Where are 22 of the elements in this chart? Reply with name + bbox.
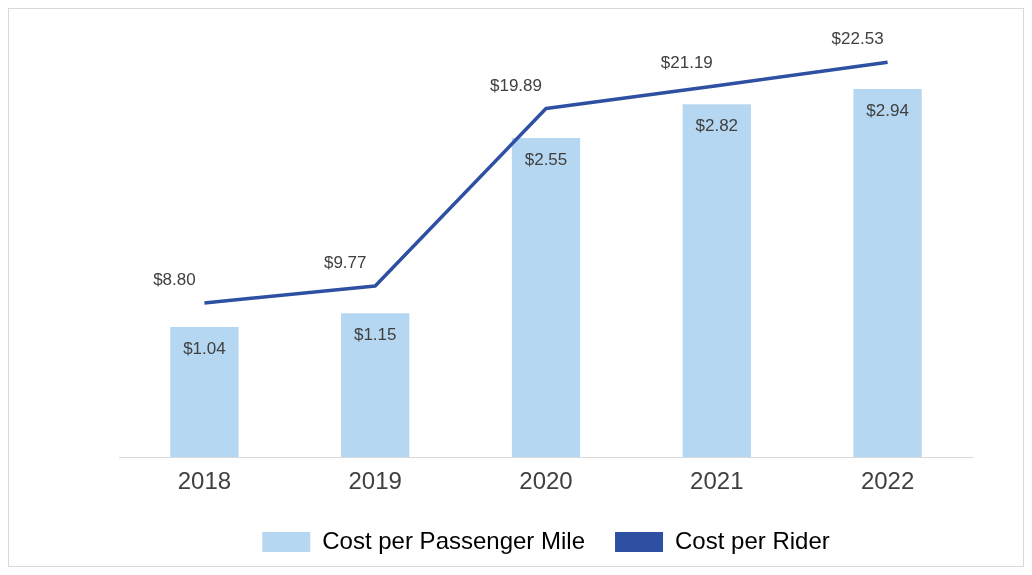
bar	[682, 104, 751, 458]
data-label: $21.19	[660, 52, 713, 72]
data-label: $2.55	[524, 150, 568, 170]
x-tick-label: 2018	[177, 467, 232, 495]
legend-label: Cost per Rider	[675, 526, 830, 554]
bar	[853, 89, 922, 458]
data-label: $2.82	[695, 116, 739, 136]
bar	[341, 313, 410, 458]
data-label: $9.77	[323, 253, 367, 273]
bar	[170, 326, 239, 458]
legend-label: Cost per Passenger Mile	[322, 526, 586, 554]
data-label: $8.80	[153, 270, 196, 290]
x-tick-label: 2022	[860, 467, 915, 495]
x-tick-label: 2019	[348, 467, 402, 495]
data-label: $1.15	[353, 325, 397, 345]
data-label: $22.53	[831, 29, 884, 49]
x-tick-label: 2021	[690, 467, 744, 495]
data-label: $19.89	[490, 75, 542, 95]
data-label: $2.94	[866, 101, 909, 121]
data-label: $1.04	[183, 339, 226, 359]
x-tick-label: 2020	[519, 467, 573, 495]
bar	[511, 137, 581, 458]
